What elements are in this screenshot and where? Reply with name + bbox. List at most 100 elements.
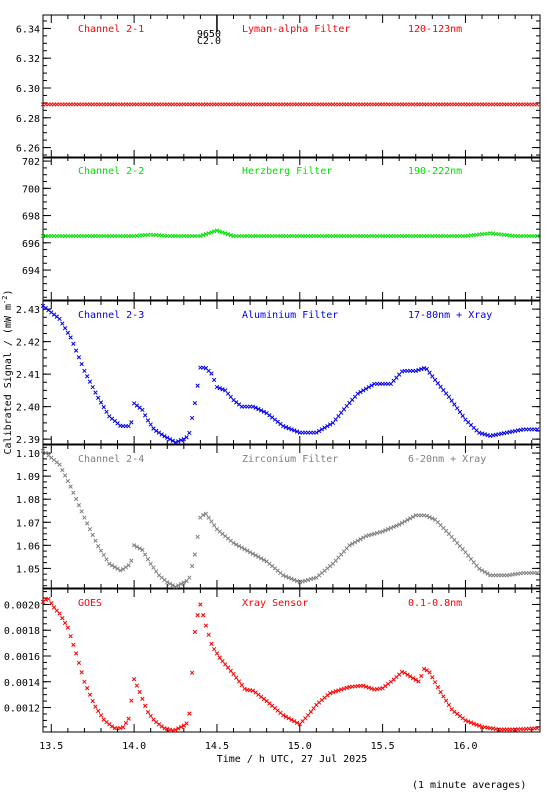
data-point — [225, 391, 231, 396]
data-point — [173, 440, 178, 445]
data-point — [98, 400, 104, 405]
data-point — [68, 335, 73, 340]
data-point — [129, 698, 134, 703]
data-point — [223, 231, 228, 236]
data-point — [82, 515, 87, 520]
data-point — [134, 544, 140, 550]
data-point — [325, 423, 330, 429]
data-point — [361, 535, 366, 540]
data-point — [432, 680, 438, 685]
x-tick-label: 14.5 — [205, 741, 229, 752]
data-point — [176, 439, 181, 444]
data-point — [242, 686, 247, 691]
data-point — [189, 670, 195, 675]
data-point — [170, 438, 175, 443]
y-tick-label: 2.43 — [16, 305, 40, 316]
data-point — [214, 384, 220, 390]
data-point — [366, 685, 371, 690]
data-point — [96, 544, 101, 549]
data-point — [289, 576, 294, 581]
y-axis-title: Calibrated Signal / (mW m-2) — [1, 290, 14, 455]
data-point — [62, 326, 68, 331]
data-point — [43, 597, 48, 602]
data-point — [93, 704, 98, 709]
data-point — [253, 405, 258, 410]
data-point — [416, 367, 421, 373]
data-point — [245, 548, 250, 553]
data-point — [292, 577, 297, 583]
panel-1: 6.26 6.28 6.30 6.32 6.34 Channel 2-1 Lyman-alp… — [16, 14, 541, 159]
data-point — [96, 708, 101, 714]
data-point — [90, 698, 95, 704]
y-tick-label: 6.32 — [16, 54, 40, 65]
averaging-footnote: (1 minute averages) — [412, 780, 527, 791]
data-point — [289, 717, 294, 722]
data-point — [239, 682, 244, 688]
data-point — [292, 428, 297, 433]
data-point — [408, 674, 413, 679]
data-point — [330, 420, 336, 426]
data-point — [184, 435, 189, 440]
data-point — [322, 425, 327, 430]
data-point — [187, 575, 192, 580]
data-point — [361, 683, 366, 688]
data-point — [154, 569, 159, 574]
data-point — [212, 377, 217, 383]
data-point — [104, 409, 109, 414]
data-point — [203, 623, 209, 628]
y-tick-label: 0.0020 — [4, 600, 40, 611]
y-tick-label: 700 — [22, 184, 40, 195]
data-point — [408, 516, 413, 521]
data-point — [225, 232, 231, 237]
y-tick-label: 694 — [22, 266, 40, 277]
data-point — [250, 404, 255, 409]
data-point — [126, 716, 131, 721]
data-point — [380, 529, 385, 534]
data-point — [195, 383, 200, 388]
data-point — [339, 410, 344, 415]
data-point — [90, 384, 95, 390]
data-point — [87, 527, 93, 532]
y-tick-label: 6.34 — [16, 24, 40, 35]
data-point — [123, 720, 128, 726]
data-point — [112, 564, 117, 570]
data-point — [76, 660, 82, 666]
data-point — [178, 581, 184, 587]
data-point — [292, 719, 297, 724]
data-point — [159, 724, 164, 729]
panel-frame — [42, 300, 541, 445]
y-tick-label: 0.0012 — [4, 704, 40, 715]
data-point — [416, 679, 421, 684]
data-point — [355, 391, 360, 396]
data-point — [143, 413, 148, 418]
data-point — [413, 677, 418, 682]
data-point — [60, 321, 65, 326]
y-tick-label: 1.05 — [16, 564, 40, 575]
data-point — [385, 527, 391, 532]
data-point — [281, 713, 286, 718]
x-tick-label: 14.0 — [122, 741, 146, 752]
series-markers — [40, 228, 540, 239]
data-point — [261, 409, 267, 414]
data-point — [65, 625, 71, 630]
data-point — [93, 390, 98, 395]
data-point — [286, 575, 291, 580]
event-marker-class: C2.0 — [197, 36, 221, 47]
data-point — [129, 420, 134, 425]
data-point — [477, 723, 482, 728]
data-point — [308, 709, 313, 714]
data-point — [443, 698, 449, 703]
data-point — [394, 523, 399, 528]
data-point — [344, 685, 349, 690]
data-point — [187, 711, 192, 716]
data-point — [68, 484, 73, 489]
data-point — [195, 613, 200, 618]
data-point — [223, 388, 228, 393]
data-point — [173, 584, 178, 590]
data-point — [184, 578, 189, 584]
x-tick-label: 15.0 — [288, 741, 312, 752]
data-point — [200, 613, 206, 618]
data-point — [286, 426, 291, 431]
data-point — [427, 670, 432, 675]
x-tick-label: 15.5 — [371, 741, 395, 752]
